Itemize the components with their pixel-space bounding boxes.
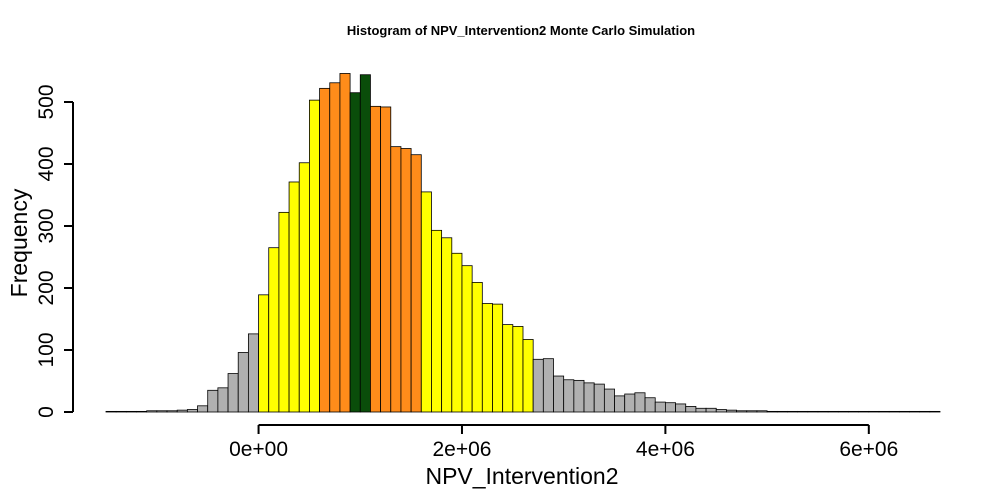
histogram-bar — [746, 410, 758, 413]
histogram-bar — [644, 397, 656, 413]
x-tick-label: 2e+06 — [432, 438, 491, 461]
histogram-bar — [268, 247, 280, 413]
histogram-bar — [837, 410, 849, 413]
histogram-bar — [349, 92, 361, 413]
histogram-bar — [441, 237, 453, 413]
histogram-bar — [278, 211, 290, 413]
histogram-bar — [695, 407, 707, 413]
histogram-bar — [492, 303, 504, 413]
histogram-bar — [868, 410, 880, 413]
histogram-bar — [197, 405, 209, 413]
histogram-bar — [237, 352, 249, 413]
histogram-bar — [583, 382, 595, 413]
histogram-bar — [247, 333, 259, 413]
histogram-bar — [461, 265, 473, 413]
histogram-bar — [359, 74, 371, 413]
histogram-bar — [909, 410, 921, 413]
histogram-bar — [329, 82, 341, 413]
histogram-bar — [675, 403, 687, 413]
histogram-bar — [705, 407, 717, 413]
histogram-bar — [420, 191, 432, 413]
histogram-bar — [898, 410, 910, 413]
histogram-bar — [624, 393, 636, 413]
y-tick-label: 400 — [35, 146, 58, 181]
y-axis-ticks: 0 100 200 300 400 500 — [35, 84, 73, 418]
histogram-bar — [309, 99, 320, 413]
histogram-bar — [807, 410, 819, 413]
histogram-bar — [370, 105, 382, 413]
bars-group — [105, 73, 941, 413]
histogram-bar — [471, 282, 483, 413]
histogram-bar — [400, 148, 412, 413]
histogram-bar — [614, 395, 626, 413]
y-tick-label: 100 — [35, 332, 58, 367]
histogram-bar — [115, 410, 127, 413]
histogram-bar — [319, 87, 331, 413]
x-tick-label: 4e+06 — [636, 438, 695, 461]
histogram-bar — [146, 410, 158, 413]
histogram-bar — [207, 389, 219, 413]
histogram-bar — [502, 324, 514, 413]
histogram-bar — [288, 181, 300, 413]
histogram-bar — [380, 106, 392, 413]
histogram-bar — [573, 379, 585, 413]
histogram-bar — [186, 409, 198, 413]
histogram-bar — [390, 146, 402, 413]
y-tick-label: 300 — [35, 208, 58, 243]
histogram-bar — [125, 410, 137, 413]
histogram-bar — [339, 73, 351, 413]
histogram-bar — [176, 409, 188, 413]
histogram-bar — [512, 326, 524, 413]
histogram-bar — [298, 162, 310, 413]
histogram-bar — [736, 410, 748, 413]
y-tick-label: 0 — [35, 406, 58, 418]
histogram-bar — [227, 373, 239, 413]
y-axis-label: Frequency — [6, 188, 32, 297]
histogram-bar — [105, 410, 117, 413]
x-tick-label: 0e+00 — [229, 438, 288, 461]
histogram-bar — [919, 410, 931, 413]
histogram-bar — [715, 409, 727, 413]
histogram-bar — [726, 409, 737, 413]
histogram-bar — [410, 154, 422, 413]
y-tick-label: 200 — [35, 270, 58, 305]
histogram-bar — [848, 410, 860, 413]
x-tick-label: 6e+06 — [839, 438, 898, 461]
histogram-bar — [878, 410, 890, 413]
histogram-bar — [756, 410, 768, 413]
histogram-bar — [634, 392, 646, 413]
histogram-bar — [776, 410, 788, 413]
histogram-bar — [827, 410, 839, 413]
histogram-bar — [258, 294, 270, 413]
histogram-bar — [431, 229, 443, 413]
histogram-bar — [563, 379, 575, 413]
histogram-bar — [766, 410, 778, 413]
histogram-bar — [664, 402, 676, 413]
histogram-bar — [166, 410, 178, 413]
histogram-bar — [888, 410, 900, 413]
histogram-bar — [603, 388, 615, 413]
histogram-bar — [685, 406, 697, 413]
histogram-bar — [156, 410, 168, 413]
histogram-bar — [593, 383, 605, 413]
histogram-bar — [542, 358, 554, 413]
x-axis-label: NPV_Intervention2 — [425, 463, 618, 489]
histogram-bar — [532, 358, 544, 413]
chart-title: Histogram of NPV_Intervention2 Monte Car… — [347, 23, 695, 38]
histogram-bar — [217, 387, 229, 413]
histogram-bar — [797, 410, 809, 413]
histogram-bar — [817, 410, 829, 413]
histogram-bar — [929, 410, 941, 413]
histogram-bar — [522, 339, 534, 413]
histogram-bar — [787, 410, 799, 413]
x-axis-ticks: 0e+00 2e+06 4e+06 6e+06 — [229, 425, 898, 461]
histogram-bar — [451, 252, 463, 413]
histogram-bar — [858, 410, 870, 413]
histogram-bar — [553, 375, 565, 413]
histogram-bar — [481, 303, 493, 413]
histogram-bar — [136, 410, 148, 413]
y-tick-label: 500 — [35, 84, 58, 119]
histogram-bar — [654, 401, 666, 413]
